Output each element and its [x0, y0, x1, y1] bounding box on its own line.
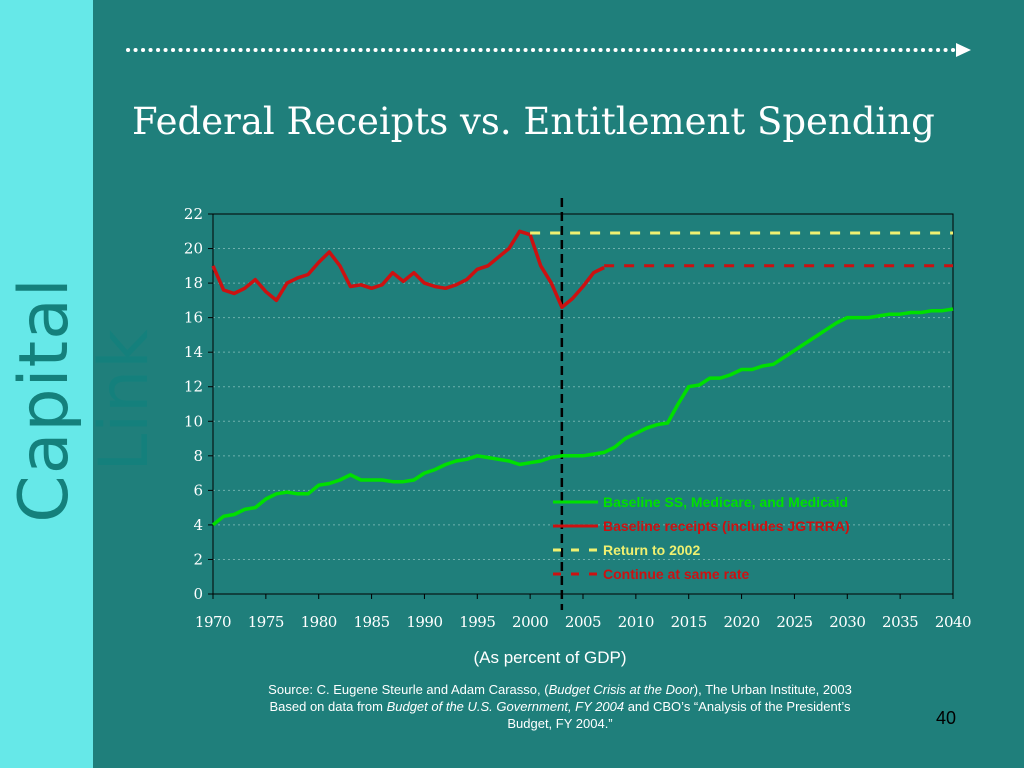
legend-label: Baseline SS, Medicare, and Medicaid: [603, 494, 848, 510]
plot-frame: [212, 213, 954, 595]
y-tick-label: 18: [184, 274, 203, 292]
source-title: Budget Crisis at the Door: [548, 682, 694, 697]
source-text: ), The Urban Institute, 2003: [693, 682, 852, 697]
page-title: Federal Receipts vs. Entitlement Spendin…: [132, 100, 935, 143]
legend-label: Return to 2002: [603, 542, 700, 558]
source-title: Budget of the U.S. Government, FY 2004: [386, 699, 625, 714]
source-text: and CBO’s “Analysis of the President’s: [624, 699, 851, 714]
legend-label: Baseline receipts (includes JGTRRA): [603, 518, 850, 534]
x-tick-label: 2005: [565, 613, 601, 631]
series-line: [211, 307, 954, 527]
y-tick-label: 12: [184, 378, 203, 396]
y-tick-label: 22: [184, 205, 203, 223]
x-tick-label: 2025: [776, 613, 812, 631]
x-tick-label: 2035: [882, 613, 918, 631]
x-tick-label: 1975: [248, 613, 284, 631]
y-tick-label: 16: [184, 309, 203, 327]
chart-caption: (As percent of GDP): [473, 648, 627, 667]
x-tick-label: 1995: [459, 613, 495, 631]
y-tick-label: 6: [193, 481, 203, 499]
x-tick-label: 2000: [512, 613, 548, 631]
y-tick-label: 4: [193, 516, 203, 534]
source-text: Budget, FY 2004.”: [507, 716, 613, 731]
source-note: Source: C. Eugene Steurle and Adam Caras…: [180, 681, 940, 732]
source-text: Based on data from: [269, 699, 387, 714]
y-tick-label: 10: [184, 412, 203, 430]
x-tick-label: 1970: [195, 613, 231, 631]
series-line: [211, 229, 605, 310]
decorative-dotted-arrow: [126, 43, 971, 57]
x-tick-label: 2030: [829, 613, 865, 631]
y-tick-label: 2: [193, 550, 203, 568]
x-tick-label: 2040: [935, 613, 971, 631]
y-tick-label: 20: [184, 240, 203, 258]
y-tick-label: 8: [193, 447, 203, 465]
x-tick-label: 2010: [618, 613, 654, 631]
x-tick-label: 2020: [723, 613, 759, 631]
x-tick-label: 1990: [406, 613, 442, 631]
x-tick-label: 1985: [353, 613, 389, 631]
y-tick-label: 0: [193, 585, 203, 603]
y-tick-label: 14: [184, 343, 203, 361]
x-tick-label: 2015: [671, 613, 707, 631]
sidebar: Capital Link: [0, 0, 164, 768]
legend-label: Continue at same rate: [603, 566, 749, 582]
x-tick-label: 1980: [301, 613, 337, 631]
page-number: 40: [936, 708, 957, 728]
source-text: Source: C. Eugene Steurle and Adam Caras…: [268, 682, 549, 697]
